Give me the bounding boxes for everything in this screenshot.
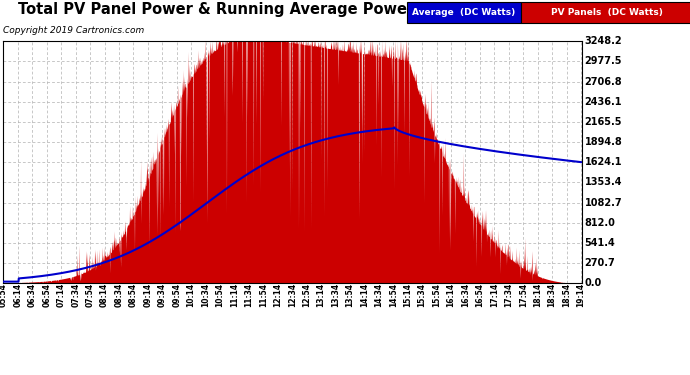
Text: 3248.2: 3248.2 [584, 36, 622, 46]
Text: 12:54: 12:54 [302, 283, 311, 307]
Text: 14:54: 14:54 [388, 283, 397, 307]
Text: 17:34: 17:34 [504, 283, 513, 308]
Text: 1894.8: 1894.8 [584, 137, 622, 147]
Text: 07:34: 07:34 [71, 283, 80, 308]
Text: 16:14: 16:14 [446, 283, 455, 307]
Text: 15:14: 15:14 [403, 283, 412, 307]
Text: 11:14: 11:14 [230, 283, 239, 307]
Text: 08:14: 08:14 [100, 283, 109, 308]
Text: 11:34: 11:34 [244, 283, 253, 307]
Text: 1353.4: 1353.4 [584, 177, 622, 188]
Text: Total PV Panel Power & Running Average Power Thu Apr 25 19:32: Total PV Panel Power & Running Average P… [18, 2, 562, 17]
Text: 11:54: 11:54 [259, 283, 268, 307]
Text: 10:14: 10:14 [186, 283, 196, 307]
Text: 18:54: 18:54 [562, 283, 571, 307]
Text: 06:54: 06:54 [42, 283, 51, 307]
Text: 18:14: 18:14 [533, 283, 542, 308]
Text: 15:34: 15:34 [417, 283, 426, 307]
Text: 07:14: 07:14 [57, 283, 66, 308]
Text: 09:34: 09:34 [158, 283, 167, 307]
Text: 16:34: 16:34 [461, 283, 470, 307]
Text: 08:54: 08:54 [129, 283, 138, 307]
Text: 0.0: 0.0 [584, 278, 602, 288]
Text: 13:14: 13:14 [317, 283, 326, 307]
Text: 17:54: 17:54 [519, 283, 528, 307]
Text: 18:34: 18:34 [548, 283, 557, 308]
Text: 09:54: 09:54 [172, 283, 181, 307]
Text: Copyright 2019 Cartronics.com: Copyright 2019 Cartronics.com [3, 26, 145, 35]
Text: 09:14: 09:14 [144, 283, 152, 307]
Text: 14:14: 14:14 [360, 283, 369, 307]
Text: 05:54: 05:54 [0, 283, 8, 307]
Text: 1624.1: 1624.1 [584, 157, 622, 167]
Text: 14:34: 14:34 [374, 283, 384, 307]
Text: 10:54: 10:54 [215, 283, 224, 307]
Text: Average  (DC Watts): Average (DC Watts) [413, 8, 515, 16]
Text: 10:34: 10:34 [201, 283, 210, 307]
Text: 16:54: 16:54 [475, 283, 484, 307]
Text: 13:54: 13:54 [346, 283, 355, 307]
Text: PV Panels  (DC Watts): PV Panels (DC Watts) [551, 8, 663, 16]
Text: 08:34: 08:34 [115, 283, 124, 308]
Text: 19:14: 19:14 [576, 283, 585, 307]
Text: 15:54: 15:54 [432, 283, 441, 307]
Text: 812.0: 812.0 [584, 217, 615, 228]
Text: 2165.5: 2165.5 [584, 117, 622, 127]
Text: 12:14: 12:14 [273, 283, 282, 307]
Text: 541.4: 541.4 [584, 238, 615, 248]
Text: 13:34: 13:34 [331, 283, 340, 307]
Text: 06:14: 06:14 [13, 283, 22, 307]
Text: 2977.5: 2977.5 [584, 56, 622, 66]
Text: 07:54: 07:54 [86, 283, 95, 307]
Text: 17:14: 17:14 [490, 283, 499, 308]
Text: 2706.8: 2706.8 [584, 76, 622, 87]
Text: 2436.1: 2436.1 [584, 97, 622, 107]
Text: 270.7: 270.7 [584, 258, 615, 268]
Text: 12:34: 12:34 [288, 283, 297, 307]
Text: 06:34: 06:34 [28, 283, 37, 307]
Text: 1082.7: 1082.7 [584, 198, 622, 207]
